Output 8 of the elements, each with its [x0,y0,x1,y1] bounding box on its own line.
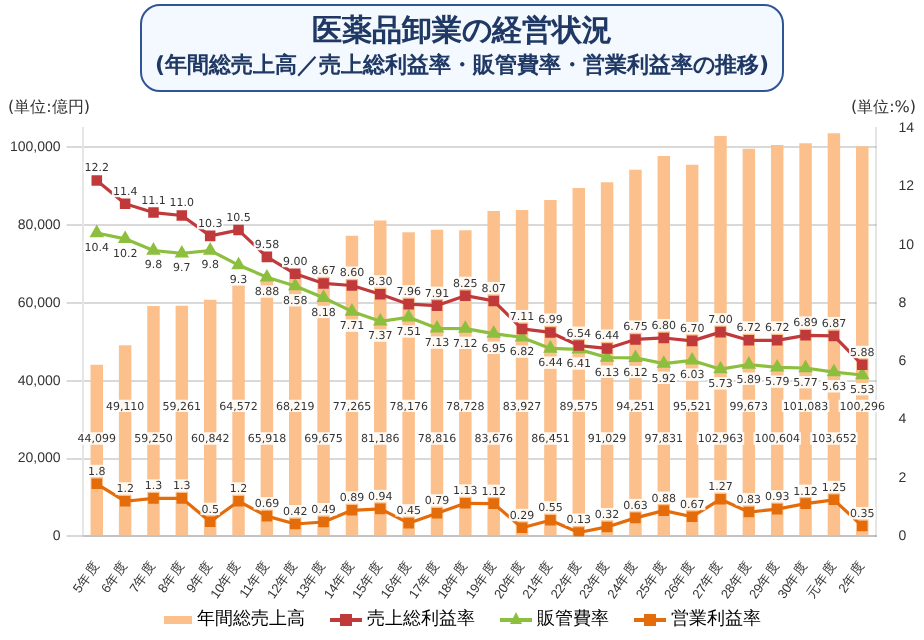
chart-subtitle: (年間総売上高／売上総利益率・販管費率・営業利益率の推移) [152,50,772,82]
legend-label: 営業利益率 [671,610,761,630]
y-axis-title: (単位:億円) [8,98,90,116]
legend-label: 売上総利益率 [367,610,475,630]
legend-label: 販管費率 [537,610,609,630]
chart-title: 医薬品卸業の経営状況 [310,10,614,50]
y2-axis-title: (単位:%) [850,98,916,116]
legend-label: 年間総売上高 [197,610,305,630]
